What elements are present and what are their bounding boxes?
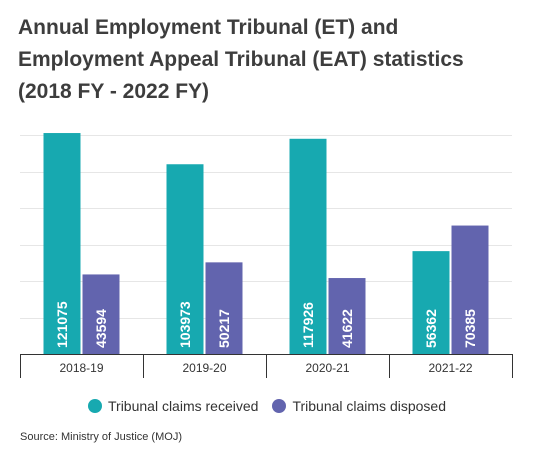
legend-marker-disposed [272, 399, 287, 413]
x-axis: 2018-19 2019-20 2020-21 2021-22 [20, 354, 513, 378]
chart-title: Annual Employment Tribunal (ET) and Empl… [18, 12, 518, 108]
bars: 121075 43594 103973 50217 117926 41622 56362 70… [43, 133, 489, 354]
legend-item-received[interactable]: Tribunal claims received [88, 398, 258, 414]
data-label: 70385 [462, 309, 478, 348]
title-line-2: Employment Appeal Tribunal (EAT) statist… [18, 48, 464, 71]
data-label: 50217 [216, 309, 232, 348]
data-label: 41622 [339, 309, 355, 348]
x-tick-label: 2019-20 [182, 361, 226, 375]
bar-claims-received[interactable] [412, 251, 450, 354]
legend-label-received: Tribunal claims received [108, 398, 259, 414]
legend-marker-received [88, 399, 102, 413]
source-note: Source: Ministry of Justice (MOJ) [20, 431, 182, 443]
x-tick-label: 2018-19 [59, 361, 103, 375]
legend-item-disposed[interactable]: Tribunal claims disposed [272, 398, 446, 414]
x-tick-label: 2021-22 [428, 361, 472, 375]
bar-claims-received[interactable] [289, 138, 327, 354]
data-label: 56362 [423, 309, 439, 348]
x-tick-label: 2020-21 [305, 361, 349, 375]
title-line-3: (2018 FY - 2022 FY) [18, 80, 210, 103]
legend-label-disposed: Tribunal claims disposed [292, 398, 446, 414]
data-label: 117926 [300, 302, 316, 348]
bar-claims-disposed[interactable] [205, 262, 243, 354]
bar-claims-received[interactable] [43, 133, 81, 354]
data-label: 121075 [54, 301, 70, 348]
data-label: 43594 [93, 309, 109, 348]
bar-claims-disposed[interactable] [328, 278, 366, 354]
bar-claims-received[interactable] [166, 164, 204, 354]
legend: Tribunal claims received Tribunal claims… [0, 398, 534, 414]
bar-claims-disposed[interactable] [451, 225, 489, 354]
bar-claims-disposed[interactable] [82, 274, 120, 354]
title-line-1: Annual Employment Tribunal (ET) and [18, 16, 399, 39]
bar-chart: 121075 43594 103973 50217 117926 41622 56362 70… [20, 133, 513, 378]
data-label: 103973 [177, 301, 193, 348]
